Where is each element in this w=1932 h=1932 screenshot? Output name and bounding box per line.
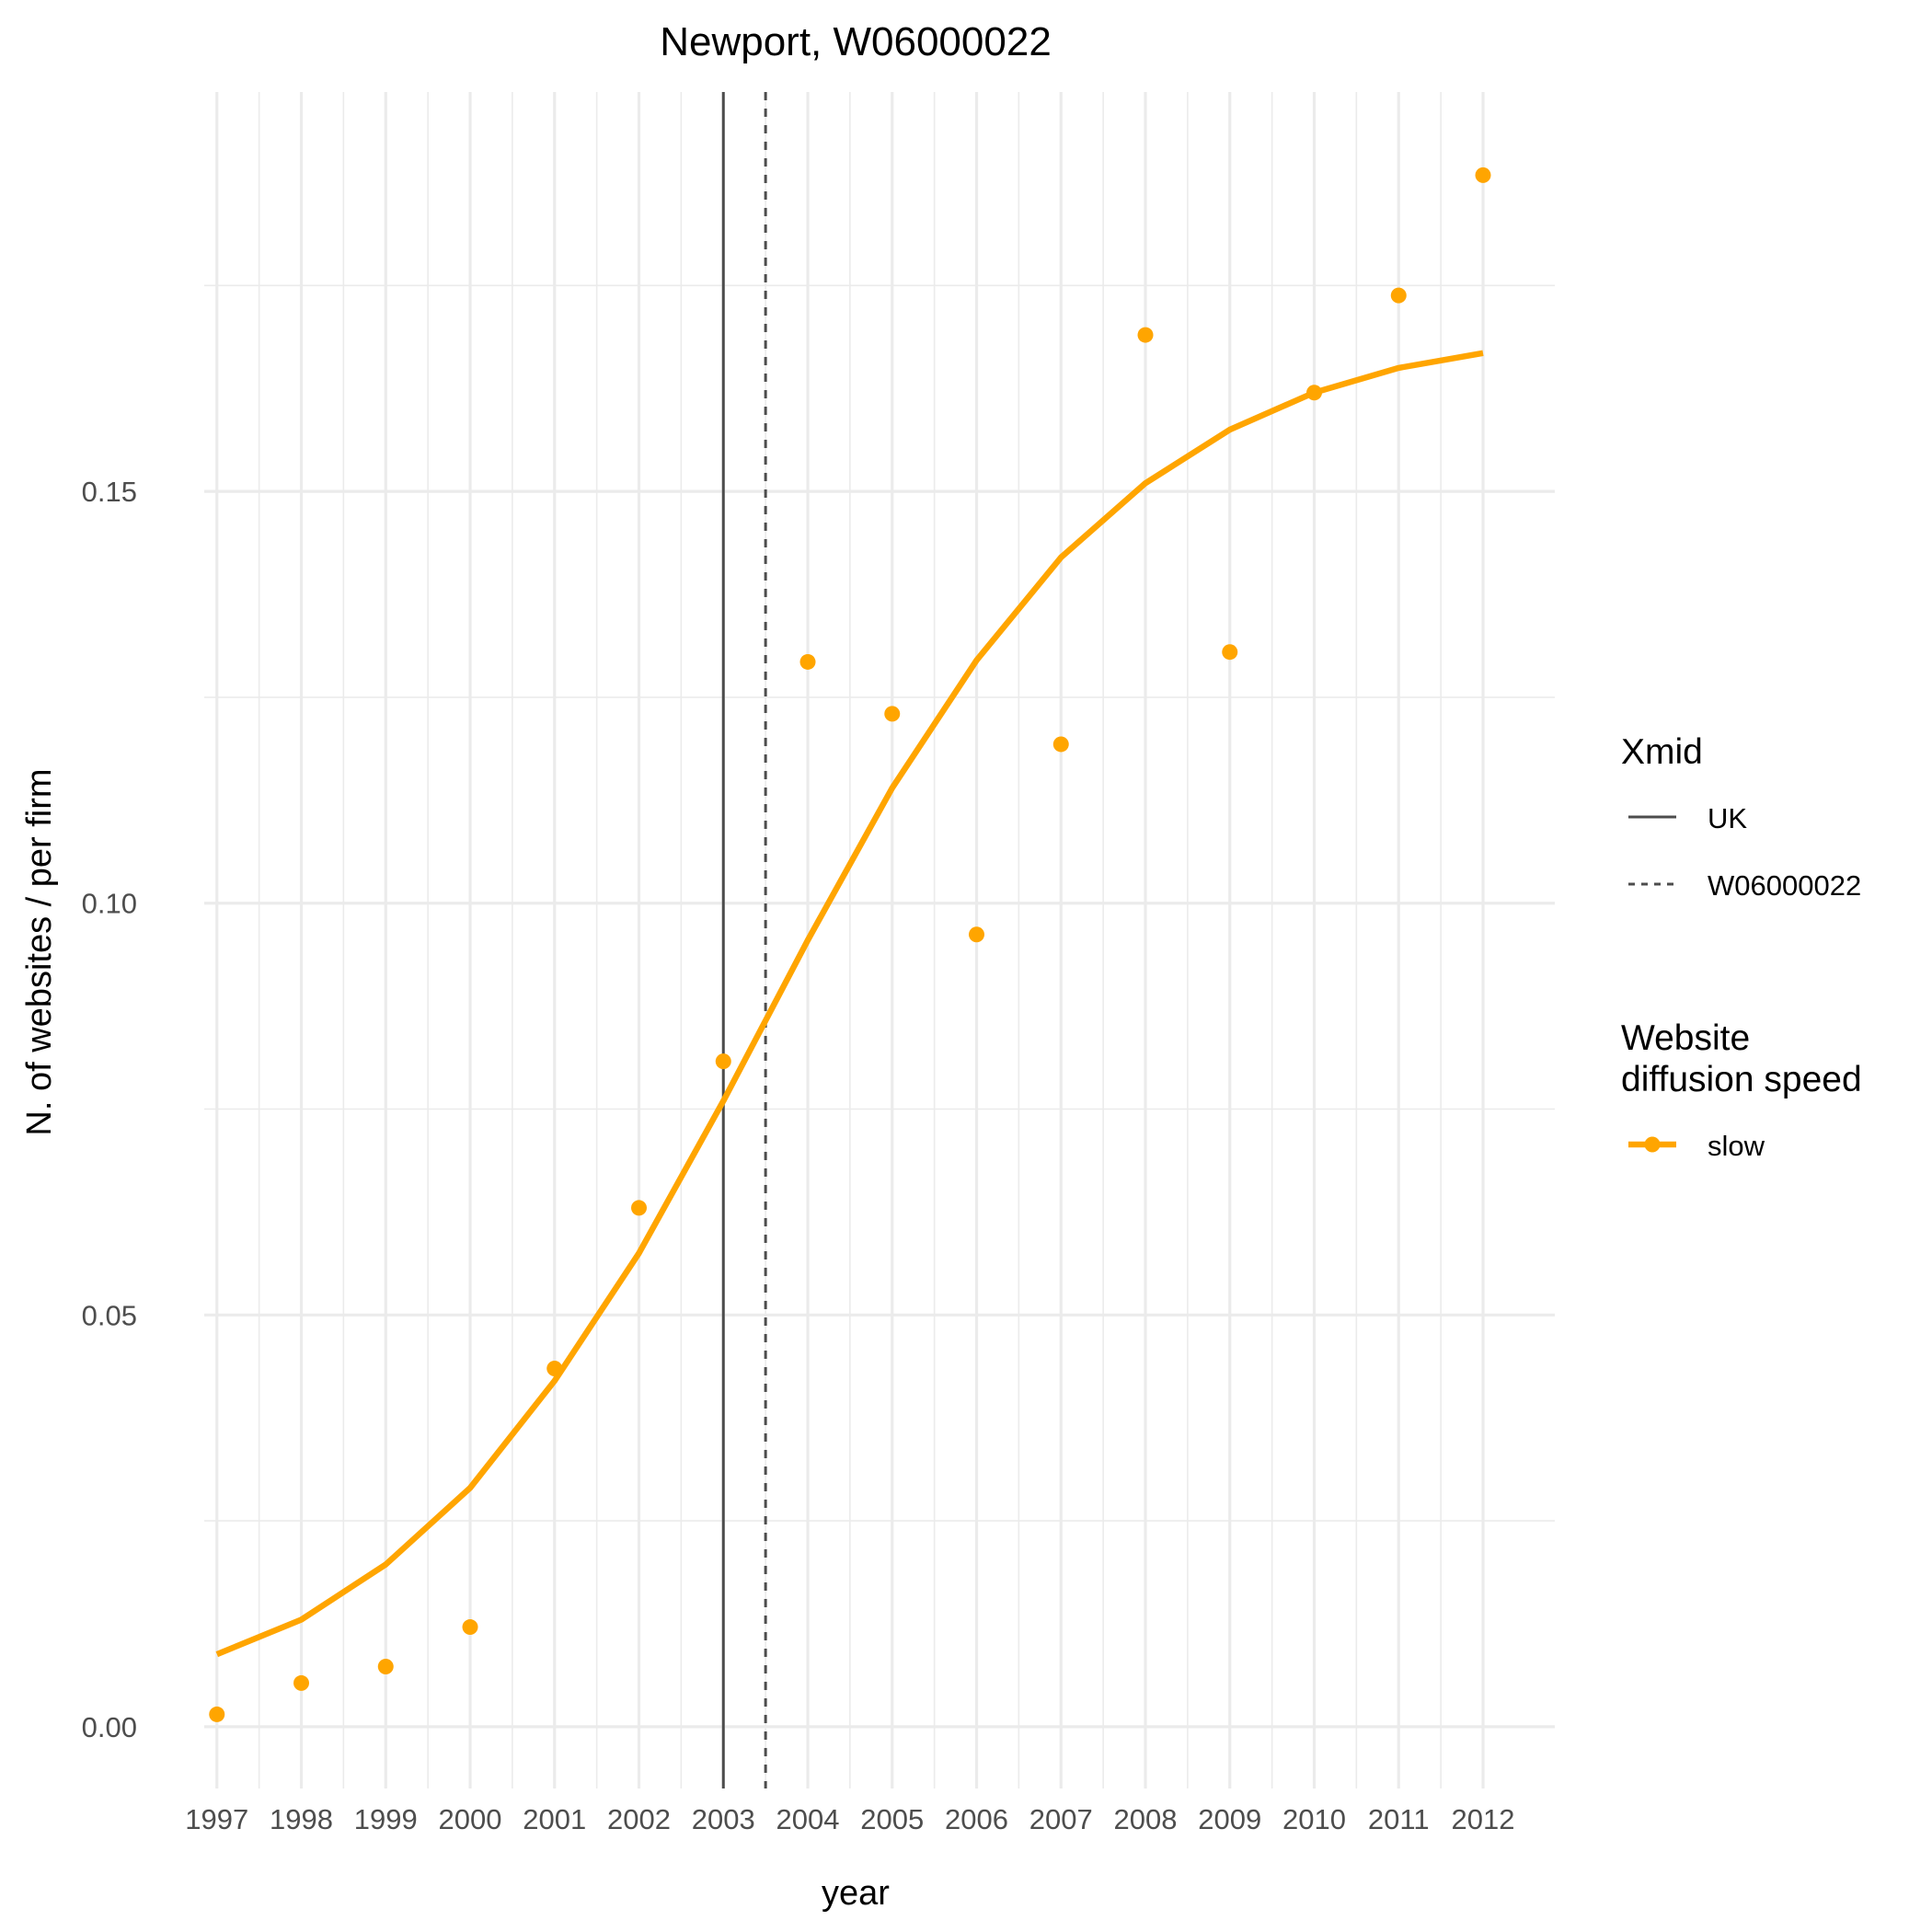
x-tick-label: 2003	[692, 1803, 755, 1835]
data-point	[377, 1659, 394, 1675]
legend-label: slow	[1708, 1130, 1765, 1162]
x-tick-label: 2008	[1114, 1803, 1178, 1835]
data-point	[1475, 167, 1491, 183]
x-tick-label: 2010	[1282, 1803, 1346, 1835]
x-tick-label: 2004	[776, 1803, 840, 1835]
data-point	[1306, 385, 1323, 401]
x-tick-label: 1999	[354, 1803, 418, 1835]
data-point	[293, 1674, 310, 1691]
x-tick-label: 2006	[945, 1803, 1008, 1835]
x-tick-label: 2009	[1198, 1803, 1261, 1835]
y-tick-label: 0.05	[82, 1299, 137, 1331]
legend-label: W06000022	[1708, 869, 1861, 902]
x-tick-label: 2007	[1029, 1803, 1093, 1835]
data-point	[884, 706, 901, 722]
data-point	[209, 1706, 225, 1722]
axes: 0.00 0.05 0.10 0.15 1997 1998 1999 2000 2001 2002…	[82, 476, 1515, 1835]
data-point	[631, 1200, 648, 1216]
y-tick-label: 0.00	[82, 1711, 137, 1743]
data-point	[546, 1360, 563, 1376]
data-point	[1137, 327, 1154, 343]
x-tick-label: 1997	[185, 1803, 248, 1835]
x-tick-label: 2011	[1368, 1803, 1430, 1835]
data-point	[1390, 287, 1407, 304]
data-point	[1222, 644, 1238, 661]
x-tick-label: 2002	[607, 1803, 671, 1835]
chart-title: Newport, W06000022	[660, 19, 1052, 64]
y-tick-label: 0.10	[82, 888, 137, 920]
legend-label: UK	[1708, 802, 1747, 834]
legend-title: Website	[1621, 1018, 1750, 1058]
x-axis-label: year	[822, 1874, 890, 1913]
series	[209, 167, 1491, 1722]
series-line	[215, 350, 1484, 1658]
data-point	[799, 653, 816, 670]
x-tick-label: 2012	[1452, 1803, 1515, 1835]
y-axis-label: N. of websites / per firm	[20, 768, 59, 1135]
x-tick-label: 2000	[439, 1803, 502, 1835]
data-point	[462, 1619, 478, 1636]
legend-title: Xmid	[1621, 732, 1703, 772]
data-point	[715, 1053, 731, 1070]
data-point	[969, 926, 985, 943]
x-tick-label: 1998	[270, 1803, 333, 1835]
data-point	[1052, 736, 1069, 753]
reference-lines	[721, 92, 767, 1788]
x-tick-label: 2001	[523, 1803, 586, 1835]
legend-key-point	[1644, 1136, 1661, 1153]
y-tick-label: 0.15	[82, 476, 137, 508]
legend-title: diffusion speed	[1621, 1060, 1862, 1099]
x-tick-label: 2005	[860, 1803, 924, 1835]
grid	[204, 92, 1555, 1788]
